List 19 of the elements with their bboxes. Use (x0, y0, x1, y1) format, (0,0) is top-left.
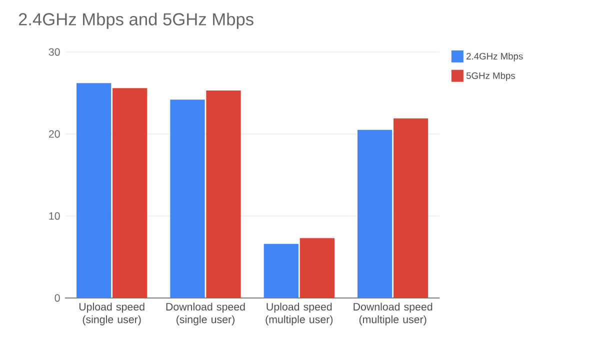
y-tick-label: 20 (48, 130, 60, 138)
bar (76, 83, 112, 298)
x-tick-label: Download speed (single user) (166, 302, 245, 326)
bar (206, 90, 241, 298)
y-tick-label: 10 (49, 212, 60, 220)
y-tick-label: 30 (48, 48, 60, 56)
bar (358, 130, 392, 298)
legend-label: 5GHz Mbps (466, 72, 516, 81)
chart-title: 2.4GHz Mbps and 5GHz Mbps (18, 12, 254, 29)
y-tick-label: 0 (54, 294, 60, 302)
bar (170, 100, 205, 298)
x-tick-label: Upload speed (single user) (79, 302, 144, 326)
bar (300, 238, 335, 298)
bar (264, 244, 298, 298)
bar (394, 118, 428, 298)
bar (112, 88, 148, 298)
legend-label: 2.4GHz Mbps (466, 52, 523, 62)
x-tick-label: Upload speed (multiple user) (266, 302, 333, 326)
x-tick-label: Download speed (multiple user) (354, 302, 432, 326)
